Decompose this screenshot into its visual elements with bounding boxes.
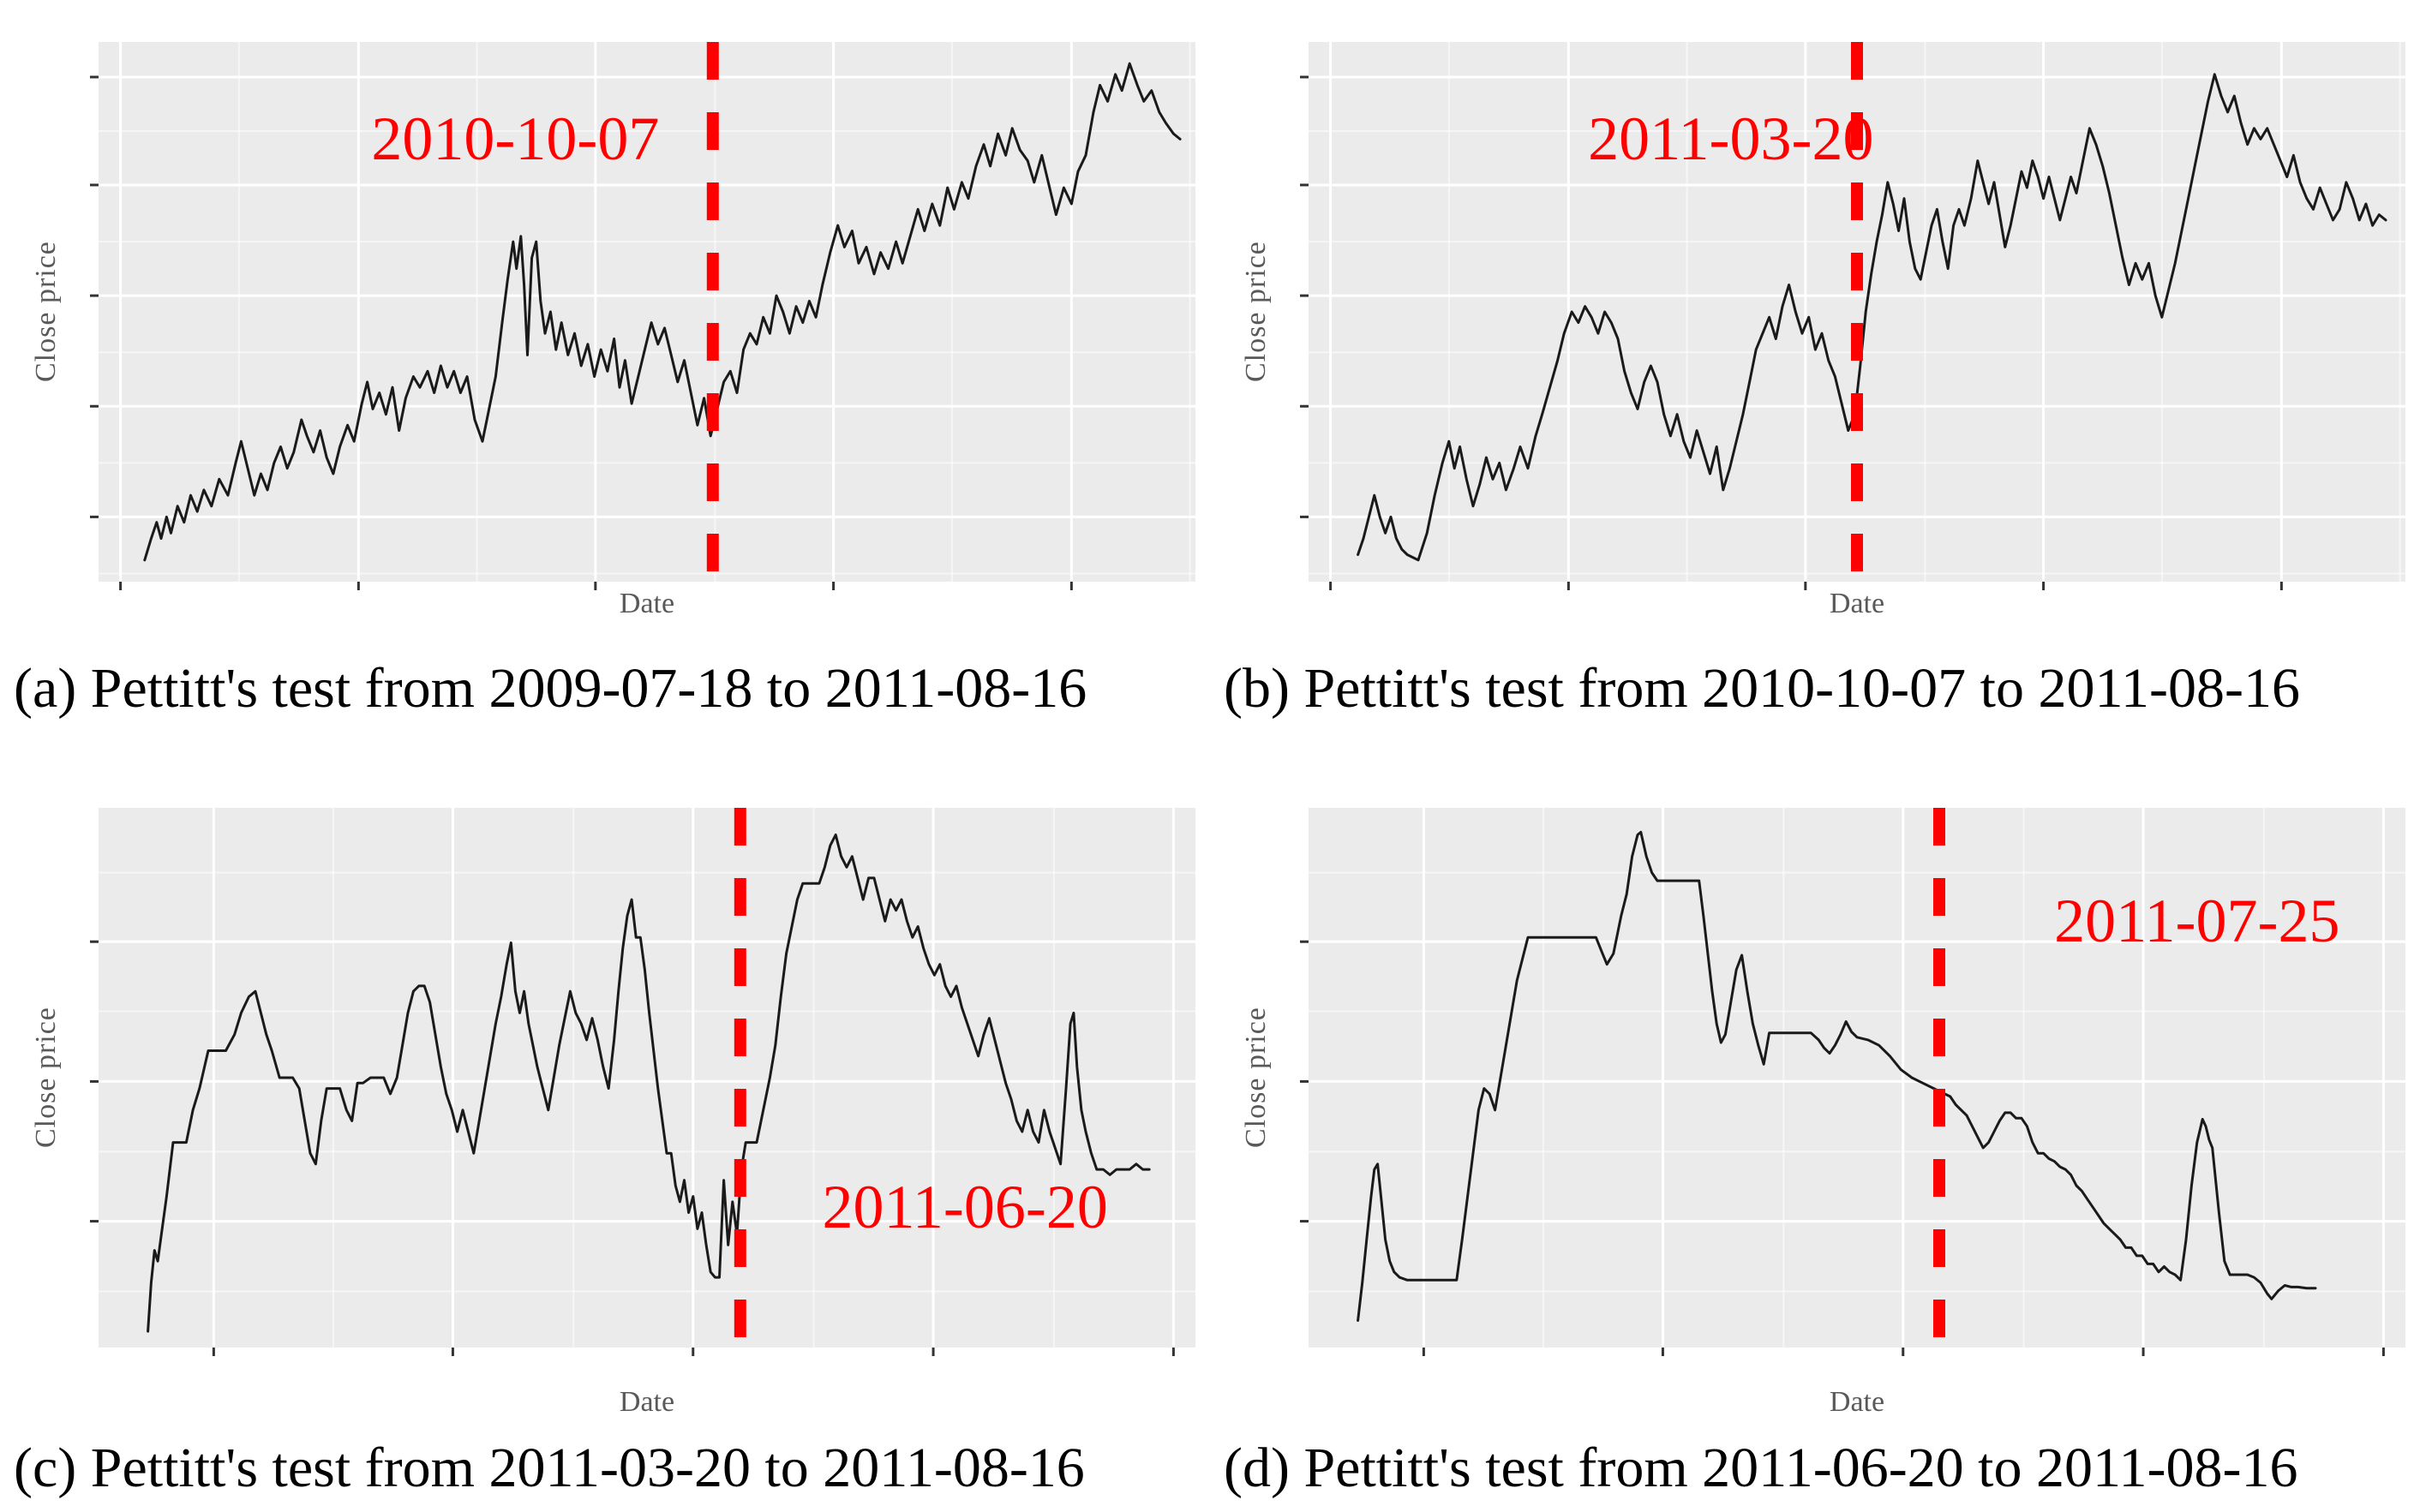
y-axis-title: Close price — [1240, 1007, 1272, 1149]
x-axis-title: Date — [1829, 1386, 1885, 1418]
panel-a: Close price 2010-10-07 Date (a) Pettitt'… — [0, 0, 1210, 737]
panel-caption-b: (b) Pettitt's test from 2010-10-07 to 20… — [1224, 657, 2300, 720]
panel-b: Close price 2011-03-20 Date (b) Pettitt'… — [1210, 0, 2420, 737]
line-chart-a — [90, 42, 1195, 590]
panel-caption-d: (d) Pettitt's test from 2011-06-20 to 20… — [1224, 1437, 2298, 1499]
plot-area-d: 2011-07-25 — [1300, 808, 2405, 1356]
x-axis-title: Date — [619, 1386, 675, 1418]
plot-area-a: 2010-10-07 — [90, 42, 1195, 590]
change-point-label-b: 2011-03-20 — [1588, 105, 1874, 174]
panel-caption-a: (a) Pettitt's test from 2009-07-18 to 20… — [14, 657, 1087, 720]
y-axis-title: Close price — [30, 241, 62, 383]
panel-caption-c: (c) Pettitt's test from 2011-03-20 to 20… — [14, 1437, 1085, 1499]
change-point-label-d: 2011-07-25 — [2054, 887, 2340, 956]
change-point-label-a: 2010-10-07 — [371, 105, 660, 174]
change-point-label-c: 2011-06-20 — [822, 1173, 1108, 1242]
plot-area-c: 2011-06-20 — [90, 808, 1195, 1356]
panel-d: Close price 2011-07-25 Date (d) Pettitt'… — [1210, 766, 2420, 1503]
y-axis-title: Close price — [1240, 241, 1272, 383]
panel-c: Close price 2011-06-20 Date (c) Pettitt'… — [0, 766, 1210, 1503]
x-axis-title: Date — [1829, 588, 1885, 619]
x-axis-title: Date — [619, 588, 675, 619]
y-axis-title: Close price — [30, 1007, 62, 1149]
plot-area-b: 2011-03-20 — [1300, 42, 2405, 590]
line-chart-b — [1300, 42, 2405, 590]
line-chart-d — [1300, 808, 2405, 1356]
line-chart-c — [90, 808, 1195, 1356]
